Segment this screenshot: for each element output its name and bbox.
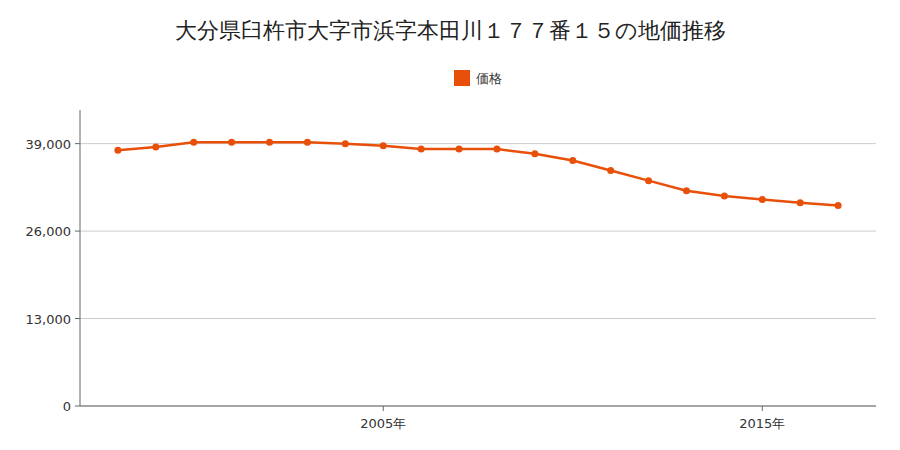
x-tick-label: 2005年 [360,416,406,431]
y-tick-label: 13,000 [26,312,72,327]
point [304,139,311,146]
point [493,146,500,153]
grid-line [80,406,876,407]
axes: 0 13,000 26,000 39,000 2005年 2015年 [26,110,877,431]
point [531,150,538,157]
point [645,177,652,184]
point [228,139,235,146]
y-tick [75,318,80,319]
point [759,196,766,203]
point [266,139,273,146]
point [797,199,804,206]
y-tick-label: 0 [63,399,71,414]
point [721,193,728,200]
point [380,142,387,149]
point [569,157,576,164]
y-tick-label: 39,000 [26,137,72,152]
point [835,202,842,209]
chart-container: 大分県臼杵市大字市浜字本田川１７７番１５の地価推移 0 13,000 26,000 39… [0,0,900,450]
point [152,144,159,151]
y-tick-label: 26,000 [26,224,72,239]
grid-line [80,318,876,319]
point [607,167,614,174]
x-axis-line [80,406,876,407]
grid-line [80,231,876,232]
line [118,142,838,205]
point [114,147,121,154]
point [683,187,690,194]
y-axis-line [80,110,81,406]
legend-item: 価格 [454,70,502,86]
point [418,146,425,153]
x-tick [383,406,384,411]
x-tick [762,406,763,411]
plot-data [114,139,841,209]
legend: 価格 [454,70,502,86]
x-tick-label: 2015年 [739,416,785,431]
chart: 大分県臼杵市大字市浜字本田川１７７番１５の地価推移 0 13,000 26,000 39… [0,0,900,450]
y-tick [75,143,80,144]
title: 大分県臼杵市大字市浜字本田川１７７番１５の地価推移 [175,18,726,43]
legend-label: 価格 [476,71,502,86]
grid [80,144,876,406]
y-tick [75,231,80,232]
legend-swatch [454,70,470,86]
y-tick [75,406,80,407]
point [190,139,197,146]
point [342,140,349,147]
point [456,146,463,153]
